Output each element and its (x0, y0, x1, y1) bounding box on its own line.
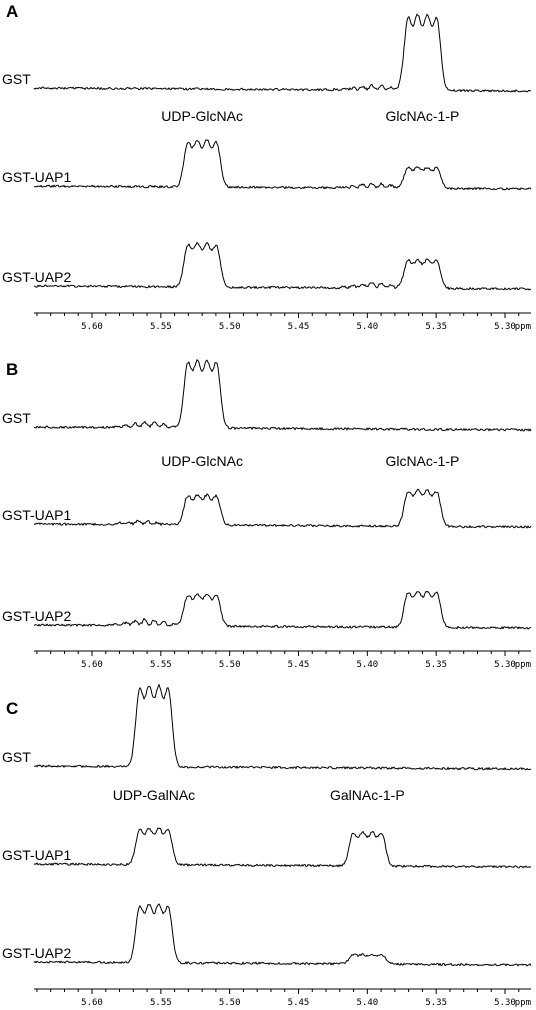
x-tick-label: 5.45 (288, 322, 310, 332)
x-tick-label: 5.40 (356, 998, 378, 1008)
x-tick-label: 5.60 (81, 660, 103, 670)
peak-annotation: UDP-GalNAc (113, 787, 195, 803)
trace-label: GST (2, 410, 31, 426)
spectrum-trace (33, 684, 532, 771)
trace-label: GST (2, 749, 31, 765)
panel-A: A UDP-GlcNAc GlcNAc-1-P GST GST-UAP1 GST-UAP2… (2, 2, 532, 332)
x-tick-label: 5.40 (356, 322, 378, 332)
spectrum-trace (33, 488, 532, 529)
x-axis-unit: ppm (515, 322, 531, 332)
x-tick-label: 5.55 (150, 660, 172, 670)
x-tick-label: 5.50 (219, 998, 241, 1008)
peak-annotation: GalNAc-1-P (330, 787, 405, 803)
peak-annotation: UDP-GlcNAc (161, 453, 243, 469)
peak-annotation: GlcNAc-1-P (385, 108, 459, 124)
panel-B: B UDP-GlcNAc GlcNAc-1-P GST GST-UAP1 GST-UAP2… (2, 359, 532, 670)
x-tick-label: 5.55 (150, 998, 172, 1008)
trace-label: GST-UAP1 (2, 847, 71, 863)
trace-label: GST-UAP2 (2, 608, 71, 624)
panel-letter: C (6, 699, 18, 718)
panel-C: C UDP-GalNAc GalNAc-1-P GST GST-UAP1 GST-UAP2… (2, 684, 532, 1008)
peak-annotation: GlcNAc-1-P (385, 453, 459, 469)
spectrum-trace (33, 590, 532, 630)
trace-label: GST-UAP1 (2, 169, 71, 185)
x-tick-label: 5.40 (356, 660, 378, 670)
spectrum-trace (33, 827, 532, 869)
trace-label: GST-UAP1 (2, 507, 71, 523)
peak-annotation: UDP-GlcNAc (161, 108, 243, 124)
x-tick-label: 5.30 (494, 322, 516, 332)
x-tick-label: 5.45 (288, 660, 310, 670)
spectrum-trace (33, 903, 532, 967)
x-tick-label: 5.60 (81, 998, 103, 1008)
trace-label: GST (2, 71, 31, 87)
x-tick-label: 5.35 (425, 660, 447, 670)
x-tick-label: 5.50 (219, 322, 241, 332)
trace-label: GST-UAP2 (2, 945, 71, 961)
trace-label: GST-UAP2 (2, 269, 71, 285)
spectrum-trace (33, 241, 532, 291)
x-tick-label: 5.50 (219, 660, 241, 670)
x-tick-label: 5.45 (288, 998, 310, 1008)
x-axis-unit: ppm (515, 660, 531, 670)
spectrum-trace (33, 359, 532, 432)
panel-letter: A (6, 2, 18, 21)
x-tick-label: 5.55 (150, 322, 172, 332)
x-tick-label: 5.35 (425, 322, 447, 332)
x-axis-unit: ppm (515, 998, 531, 1008)
spectrum-trace (33, 139, 532, 191)
spectrum-trace (33, 13, 532, 93)
x-tick-label: 5.60 (81, 322, 103, 332)
panel-letter: B (6, 360, 18, 379)
x-tick-label: 5.30 (494, 660, 516, 670)
x-tick-label: 5.35 (425, 998, 447, 1008)
x-tick-label: 5.30 (494, 998, 516, 1008)
